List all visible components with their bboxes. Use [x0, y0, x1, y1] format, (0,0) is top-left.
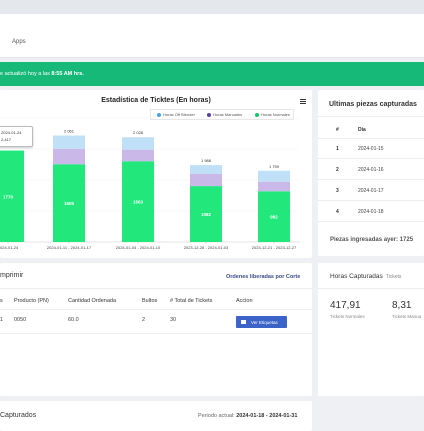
hours-title: Horas Capturadas Tickets — [330, 273, 401, 280]
bar-horas-normales — [0, 150, 24, 242]
bar-horas-normales — [190, 186, 222, 242]
bar-horas-off-blender — [53, 135, 85, 149]
col-header-action: Accion — [236, 298, 253, 304]
recent-title: Ultimas piezas capturadas — [329, 101, 417, 108]
row-date: 2024-01-18 — [358, 209, 384, 215]
bar-data-label: 1770 — [3, 194, 14, 199]
orders-title: mprimir — [0, 272, 24, 279]
bar-data-label: 982 — [270, 215, 278, 220]
x-tick-label: 2023-12-21 - 2023-12-27 — [252, 245, 297, 250]
chart-legend: Horas Off Blender Horas Manuales Horas N… — [150, 109, 294, 120]
label-icon — [241, 320, 246, 324]
apps-menu[interactable]: Apps — [12, 39, 26, 45]
bar-horas-normales — [122, 161, 154, 242]
bar-horas-manuales — [258, 181, 290, 192]
cell-bundles: 2 — [142, 317, 146, 323]
normal-hours-value: 417,91 — [330, 300, 361, 311]
top-strip — [0, 0, 424, 14]
captured-card: Capturados Periodo actual: 2024-01-18 - … — [0, 401, 312, 431]
hours-subtitle: Tickets — [385, 274, 402, 280]
chart-plot: 1770 2024-01-24 1505 2 061 2024-01-11 - 2024… — [0, 117, 300, 250]
cell-product: 0050 — [14, 317, 27, 323]
row-num: 1 — [336, 146, 339, 152]
alert-time: 8:55 AM hrs. — [51, 71, 84, 77]
legend-item-off-blender[interactable]: Horas Off Blender — [157, 112, 195, 117]
view-labels-button[interactable]: Ver Etiquetas — [236, 316, 287, 328]
bar-horas-manuales — [53, 148, 85, 165]
col-header-product: Producto (PN) — [14, 298, 49, 304]
row-num: 2 — [336, 167, 339, 173]
legend-label: Horas Normales — [261, 112, 290, 117]
cell-tickets: 30 — [170, 317, 177, 323]
bar-total-label: 1 759 — [269, 164, 280, 169]
normal-hours-label: Tickets Normales — [330, 314, 365, 319]
alert-prefix: e actualizó hoy a las — [0, 71, 52, 77]
col-header-bundles: Bultos — [142, 298, 158, 304]
bar-data-label: 1563 — [133, 200, 144, 205]
view-labels-label: Ver Etiquetas — [251, 320, 278, 325]
orders-card: mprimir Ordenes liberadas por Corte s Pr… — [0, 263, 312, 396]
recent-pieces-card: Ultimas piezas capturadas # Dia 1 2024-0… — [318, 90, 424, 256]
col-header: s — [0, 298, 3, 304]
chart-title: Estadística de Ticktes (En horas) — [101, 97, 211, 104]
x-tick-label: 2024-01-11 - 2024-01-17 — [47, 245, 92, 250]
manual-hours-value: 8,31 — [392, 300, 412, 311]
pieces-yesterday: Piezas ingresadas ayer: 1725 — [330, 237, 414, 243]
manual-hours-label: Tickets Manua — [392, 314, 422, 319]
bar-horas-off-blender — [190, 165, 222, 174]
period-label: Periodo actual: — [198, 413, 235, 419]
chart-tooltip: 2024-01-24 2,417 — [0, 126, 33, 147]
tooltip-value: 2,417 — [1, 137, 12, 142]
period-value: 2024-01-18 - 2024-01-31 — [236, 413, 298, 419]
bar-horas-normales — [258, 191, 290, 242]
hamburger-menu-icon[interactable] — [300, 99, 306, 104]
cell: 1 — [0, 317, 4, 323]
row-date: 2024-01-17 — [358, 188, 384, 194]
legend-item-normales[interactable]: Horas Normales — [255, 112, 290, 117]
bar-horas-normales — [53, 164, 85, 242]
row-num: 4 — [336, 209, 339, 215]
bar-horas-off-blender — [258, 170, 290, 182]
orders-released-link[interactable]: Ordenes liberadas por Corte — [226, 274, 301, 280]
row-date: 2024-01-15 — [358, 146, 384, 152]
col-header-num: # — [336, 127, 339, 133]
col-header-quantity: Cantidad Ordenada — [68, 298, 117, 304]
captured-title: Capturados — [0, 412, 37, 419]
bar-data-label: 1505 — [64, 201, 75, 206]
bar-total-label: 2 061 — [64, 129, 75, 134]
bar-horas-manuales — [190, 173, 222, 187]
tooltip-date: 2024-01-24 — [1, 130, 22, 135]
col-header-tickets: # Total de Tickets — [170, 298, 213, 304]
legend-label: Horas Off Blender — [163, 112, 195, 117]
cell-quantity: 60.0 — [68, 317, 79, 323]
alert-text: e actualizó hoy a las 8:55 AM hrs. — [0, 71, 84, 77]
bar-data-label: 1082 — [201, 212, 212, 217]
bar-horas-manuales — [122, 149, 154, 162]
bar-total-label: 2 028 — [133, 130, 144, 135]
x-tick-label: 2024-01-24 — [0, 245, 19, 250]
bar-horas-off-blender — [122, 137, 154, 150]
row-date: 2024-01-16 — [358, 167, 384, 173]
col-header-day: Dia — [358, 127, 366, 133]
x-tick-label: 2023-12-28 - 2024-01-03 — [184, 245, 229, 250]
tickets-chart-card: Estadística de Ticktes (En horas) Horas … — [0, 90, 312, 258]
captured-period: Periodo actual: 2024-01-18 - 2024-01-31 — [198, 413, 297, 419]
navbar: Apps — [0, 14, 424, 58]
row-num: 3 — [336, 188, 339, 194]
legend-item-manuales[interactable]: Horas Manuales — [207, 112, 242, 117]
hours-card: Horas Capturadas Tickets 417,91 Tickets N… — [318, 263, 424, 396]
legend-label: Horas Manuales — [213, 112, 243, 117]
bar-total-label: 1 988 — [201, 158, 212, 163]
update-alert: e actualizó hoy a las 8:55 AM hrs. — [0, 62, 424, 86]
hours-title-text: Horas Capturadas — [330, 273, 383, 280]
x-tick-label: 2024-01-04 - 2024-01-10 — [116, 245, 161, 250]
